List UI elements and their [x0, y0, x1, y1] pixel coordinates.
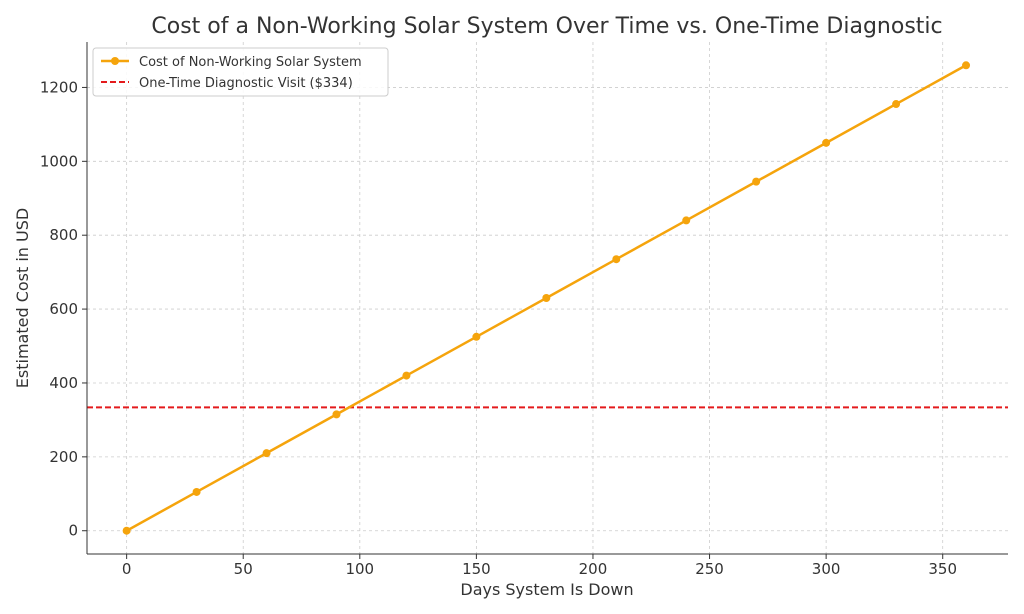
data-point	[682, 216, 691, 225]
data-point	[402, 371, 411, 380]
data-point	[822, 138, 831, 147]
x-tick-label: 100	[345, 560, 374, 578]
y-tick-label: 0	[68, 522, 78, 540]
legend: Cost of Non-Working Solar System One-Tim…	[92, 47, 389, 97]
legend-label-reference: One-Time Diagnostic Visit ($334)	[139, 76, 353, 91]
data-point	[472, 332, 481, 341]
y-axis-label: Estimated Cost in USD	[13, 208, 32, 388]
y-ticks: 0 200 400 600 800 1000 1200	[40, 78, 87, 540]
legend-label-series: Cost of Non-Working Solar System	[139, 55, 362, 70]
x-tick-label: 0	[122, 560, 132, 578]
legend-box	[92, 47, 389, 97]
y-tick-label: 1000	[40, 152, 78, 170]
data-point	[122, 526, 131, 535]
x-axis-label: Days System Is Down	[460, 580, 633, 599]
data-point	[542, 294, 551, 302]
data-point	[262, 449, 271, 458]
x-tick-label: 250	[695, 560, 724, 578]
x-tick-label: 200	[579, 560, 608, 578]
data-point	[752, 177, 761, 186]
data-point	[892, 100, 901, 109]
legend-marker-series	[111, 57, 119, 65]
data-point	[332, 410, 341, 419]
chart-title: Cost of a Non-Working Solar System Over …	[151, 14, 942, 39]
grid	[87, 42, 1008, 554]
y-tick-label: 400	[49, 374, 78, 392]
y-tick-label: 1200	[40, 78, 78, 96]
y-tick-label: 800	[49, 226, 78, 244]
x-tick-label: 300	[812, 560, 841, 578]
x-tick-label: 50	[234, 560, 253, 578]
data-point	[612, 255, 621, 264]
series-layer	[87, 61, 1008, 535]
x-tick-label: 150	[462, 560, 491, 578]
data-point	[962, 61, 971, 70]
x-ticks: 0 50 100 150 200 250 300 350	[122, 554, 957, 578]
x-tick-label: 350	[928, 560, 957, 578]
y-tick-label: 200	[49, 448, 78, 466]
data-point	[192, 487, 201, 496]
y-tick-label: 600	[49, 300, 78, 318]
